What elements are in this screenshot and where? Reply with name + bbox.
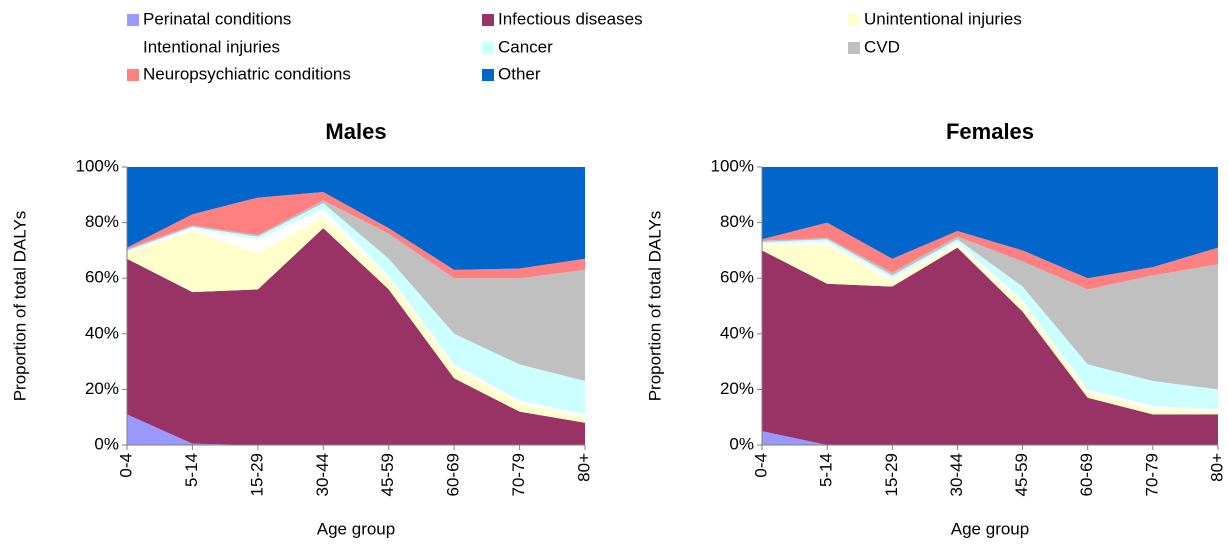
x-tick-label: 80+ xyxy=(574,453,593,482)
y-tick-label: 100% xyxy=(76,156,119,175)
y-tick-label: 60% xyxy=(720,268,754,287)
y-tick-label: 80% xyxy=(720,212,754,231)
legend-label: Unintentional injuries xyxy=(864,9,1022,28)
y-tick-label: 20% xyxy=(720,379,754,398)
legend-label: Cancer xyxy=(498,37,553,56)
legend-swatch xyxy=(127,42,139,54)
x-tick-label: 5-14 xyxy=(817,453,836,487)
x-tick-label: 80+ xyxy=(1207,453,1226,482)
y-tick-label: 100% xyxy=(711,156,754,175)
y-tick-label: 60% xyxy=(85,268,119,287)
area xyxy=(127,228,585,445)
x-tick-label: 70-79 xyxy=(1142,453,1161,496)
x-tick-label: 15-29 xyxy=(882,453,901,496)
x-axis-label: Age group xyxy=(951,519,1029,538)
legend-swatch xyxy=(848,42,860,54)
area xyxy=(762,244,1218,415)
area xyxy=(127,414,585,445)
area xyxy=(762,167,1218,279)
x-tick-label: 60-69 xyxy=(1077,453,1096,496)
chart-title: Males xyxy=(325,119,386,144)
legend-swatch xyxy=(482,42,494,54)
y-tick-label: 40% xyxy=(720,323,754,342)
x-tick-label: 45-59 xyxy=(378,453,397,496)
legend-label: Intentional injuries xyxy=(143,37,280,56)
x-tick-label: 30-44 xyxy=(947,453,966,496)
area xyxy=(127,192,585,279)
y-tick-label: 80% xyxy=(85,212,119,231)
area xyxy=(762,247,1218,445)
legend-label: Other xyxy=(498,64,541,83)
x-tick-label: 70-79 xyxy=(509,453,528,496)
area xyxy=(127,203,585,415)
x-tick-label: 0-4 xyxy=(751,453,770,478)
y-axis-label: Proportion of total DALYs xyxy=(10,211,29,402)
legend-label: Infectious diseases xyxy=(498,9,643,28)
legend-label: Perinatal conditions xyxy=(143,9,291,28)
y-axis-label: Proportion of total DALYs xyxy=(645,211,664,402)
legend-label: CVD xyxy=(864,37,900,56)
legend-swatch xyxy=(127,69,139,81)
area xyxy=(762,431,1218,445)
legend-swatch xyxy=(482,69,494,81)
legend-swatch xyxy=(127,14,139,26)
x-tick-label: 45-59 xyxy=(1012,453,1031,496)
area xyxy=(762,239,1218,409)
y-tick-label: 0% xyxy=(729,434,754,453)
y-tick-label: 20% xyxy=(85,379,119,398)
area xyxy=(762,222,1218,290)
x-tick-label: 5-14 xyxy=(182,453,201,487)
x-tick-label: 30-44 xyxy=(313,453,332,496)
legend-label: Neuropsychiatric conditions xyxy=(143,64,351,83)
x-tick-label: 15-29 xyxy=(247,453,266,496)
y-tick-label: 40% xyxy=(85,323,119,342)
area xyxy=(127,217,585,423)
chart-title: Females xyxy=(946,119,1034,144)
legend-swatch xyxy=(482,14,494,26)
y-tick-label: 0% xyxy=(94,434,119,453)
area xyxy=(127,200,585,382)
x-axis-label: Age group xyxy=(317,519,395,538)
legend-swatch xyxy=(848,14,860,26)
x-tick-label: 0-4 xyxy=(116,453,135,478)
area xyxy=(762,236,1218,390)
area xyxy=(127,167,585,270)
x-tick-label: 60-69 xyxy=(444,453,463,496)
